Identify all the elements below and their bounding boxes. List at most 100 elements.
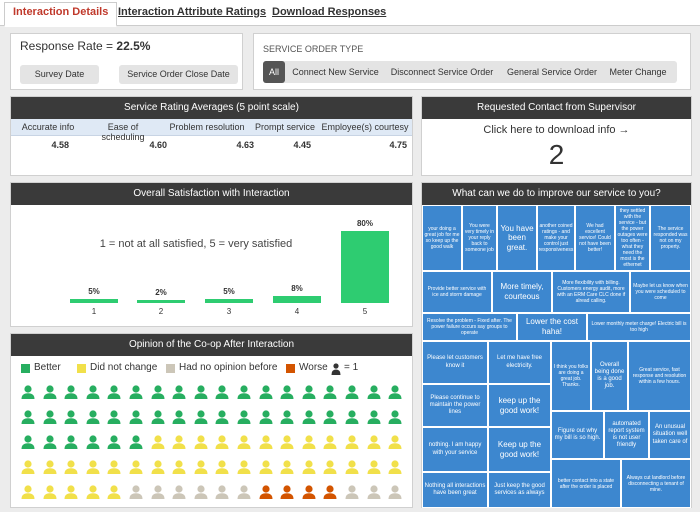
bar-4 (273, 295, 321, 303)
option-all[interactable]: All (263, 61, 285, 83)
person-icon (129, 385, 143, 399)
service-order-panel: SERVICE ORDER TYPE All Connect New Servi… (253, 33, 691, 90)
person-icon (151, 485, 165, 499)
person-icon (237, 435, 251, 449)
person-icon (21, 485, 35, 499)
improve-response-cell: your doing a great job for me so keep up… (422, 205, 462, 271)
person-icon (86, 435, 100, 449)
legend-label: Better (34, 362, 61, 373)
person-icon (129, 410, 143, 424)
download-info-link[interactable]: Click here to download info → (483, 124, 630, 136)
person-icon (237, 385, 251, 399)
person-icon (172, 410, 186, 424)
rating-header-row (11, 119, 412, 136)
person-icon (367, 460, 381, 474)
option-disconnect-service-order[interactable]: Disconnect Service Order (390, 67, 494, 77)
person-icon (194, 485, 208, 499)
legend-swatch (166, 364, 175, 373)
person-icon (302, 485, 316, 499)
service-order-segmented (263, 61, 677, 83)
response-rate-label: Response Rate = (20, 39, 117, 53)
person-icon (21, 410, 35, 424)
person-icon (345, 460, 359, 474)
person-icon (302, 460, 316, 474)
bar-value-label: 2% (155, 288, 167, 297)
improve-response-cell: Figure out why my bill is so high. (551, 411, 604, 459)
person-icon (151, 435, 165, 449)
person-icon (194, 435, 208, 449)
person-icon (194, 410, 208, 424)
person-icon (345, 435, 359, 449)
bar-category-label: 3 (226, 307, 232, 316)
person-icon (107, 385, 121, 399)
legend-swatch (77, 364, 86, 373)
tab-download-responses[interactable]: Download Responses (272, 6, 387, 18)
person-icon (323, 485, 337, 499)
person-icon (194, 460, 208, 474)
person-icon (388, 435, 402, 449)
person-icon (323, 385, 337, 399)
option-meter-change[interactable]: Meter Change (609, 67, 667, 77)
bar-value-label: 5% (223, 286, 235, 296)
rating-averages-title: Service Rating Averages (5 point scale) (11, 97, 412, 119)
legend-swatch (21, 364, 30, 373)
bar-category-label: 1 (91, 307, 97, 316)
response-rate-text: Response Rate = 22.5% (20, 39, 150, 53)
person-icon (259, 385, 273, 399)
tab-interaction-details[interactable]: Interaction Details (4, 2, 118, 27)
improve-response-cell: Great service, fast response and resolut… (628, 341, 691, 411)
person-icon (64, 410, 78, 424)
person-icon (388, 410, 402, 424)
rating-value-ease-of-scheduling: 4.60 (149, 140, 167, 150)
bar-5 (341, 231, 389, 303)
rating-value-accurate-info: 4.58 (51, 140, 69, 150)
person-icon (345, 385, 359, 399)
option-general-service-order[interactable]: General Service Order (506, 67, 598, 77)
person-icon (21, 435, 35, 449)
bar-category-label: 5 (362, 307, 368, 316)
bar-3 (205, 298, 253, 303)
person-icon (345, 485, 359, 499)
tab-interaction-attribute-ratings[interactable]: Interaction Attribute Ratings (118, 6, 267, 18)
person-icon (237, 460, 251, 474)
person-icon (43, 385, 57, 399)
supervisor-contact-count: 2 (548, 139, 565, 170)
person-icon (215, 435, 229, 449)
person-icon (280, 410, 294, 424)
option-connect-new-service[interactable]: Connect New Service (292, 67, 379, 77)
person-icon (280, 385, 294, 399)
legend-label: Worse (299, 362, 328, 373)
improve-response-cell: Please let customers know it (422, 341, 488, 384)
person-icon (388, 460, 402, 474)
rating-value-problem-resolution: 4.63 (236, 140, 254, 150)
improve-response-cell: An unusual situation well taken care of (649, 411, 691, 459)
satisfaction-title: Overall Satisfaction with Interaction (11, 183, 412, 205)
improve-response-cell: keep up the good work! (488, 384, 551, 427)
supervisor-contact-panel: Requested Contact from Supervisor Click … (421, 96, 692, 176)
person-icon (237, 485, 251, 499)
improve-title: What can we do to improve our service to… (422, 183, 691, 205)
person-unit-icon (331, 362, 341, 375)
person-icon (367, 385, 381, 399)
bar-category-label: 4 (294, 307, 300, 316)
improve-response-cell: More flexibility with billing. Customers… (552, 271, 630, 313)
person-icon (151, 460, 165, 474)
legend-swatch (286, 364, 295, 373)
person-icon (129, 485, 143, 499)
satisfaction-scale-note: 1 = not at all satisfied, 5 = very satis… (99, 238, 293, 250)
improve-response-cell: better contact into a state after the or… (551, 459, 621, 508)
improve-response-cell: Let me have free electricity. (488, 341, 551, 384)
improve-response-cell: Resolve the problem - Fixed after. The p… (422, 313, 517, 341)
service-order-close-date-button[interactable]: Service Order Close Date (119, 65, 238, 84)
opinion-title: Opinion of the Co-op After Interaction (11, 334, 412, 356)
improve-response-cell: Lower the cost haha! (517, 313, 587, 341)
person-icon (86, 410, 100, 424)
person-icon (129, 460, 143, 474)
person-icon (151, 410, 165, 424)
person-icon (215, 485, 229, 499)
rating-averages-panel: Service Rating Averages (5 point scale) … (10, 96, 413, 176)
survey-date-button[interactable]: Survey Date (20, 65, 99, 84)
person-icon (323, 410, 337, 424)
response-rate-panel: Response Rate = 22.5% Survey Date Servic… (10, 33, 243, 90)
person-icon (172, 460, 186, 474)
